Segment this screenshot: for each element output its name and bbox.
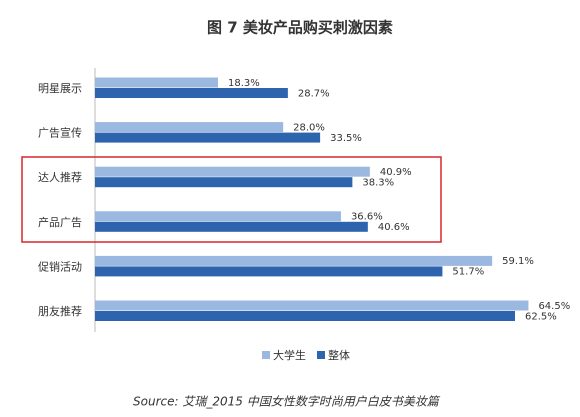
value-label: 28.7% xyxy=(298,88,330,99)
y-tick-label: 促销活动 xyxy=(38,259,82,273)
bar xyxy=(95,77,218,88)
bar xyxy=(95,221,368,232)
bar xyxy=(95,122,284,133)
y-tick-label: 明星展示 xyxy=(38,82,82,95)
y-tick-label: 达人推荐 xyxy=(38,170,82,184)
y-tick-label: 朋友推荐 xyxy=(38,304,82,318)
y-tick-label: 广告宣传 xyxy=(38,126,82,140)
legend-swatch xyxy=(262,351,270,359)
chart-title: 图 7 美妆产品购买刺激因素 xyxy=(207,19,393,37)
value-label: 28.0% xyxy=(293,122,325,133)
value-label: 36.6% xyxy=(351,212,383,223)
value-label: 40.9% xyxy=(380,167,412,178)
value-label: 51.7% xyxy=(452,267,484,278)
highlight-box xyxy=(21,156,442,243)
value-label: 33.5% xyxy=(330,133,362,144)
source: Source: 艾瑞_2015 中国女性数字时尚用户白皮书美妆篇 xyxy=(133,395,441,409)
bar xyxy=(95,300,529,311)
bar xyxy=(95,266,443,277)
bar xyxy=(95,211,341,222)
legend-label: 大学生 xyxy=(273,348,306,362)
value-label: 62.5% xyxy=(525,311,557,322)
bar xyxy=(95,132,321,143)
bar xyxy=(95,88,288,98)
legend-swatch xyxy=(317,351,325,359)
bar xyxy=(95,177,353,188)
value-label: 40.6% xyxy=(378,222,410,233)
y-tick-label: 产品广告 xyxy=(38,215,82,229)
legend-label: 整体 xyxy=(328,348,350,362)
bar xyxy=(95,255,493,266)
value-label: 64.5% xyxy=(538,301,570,312)
bar xyxy=(95,311,515,321)
bar xyxy=(95,166,370,177)
value-label: 59.1% xyxy=(502,256,534,267)
value-label: 38.3% xyxy=(362,177,394,188)
value-label: 18.3% xyxy=(228,78,260,89)
